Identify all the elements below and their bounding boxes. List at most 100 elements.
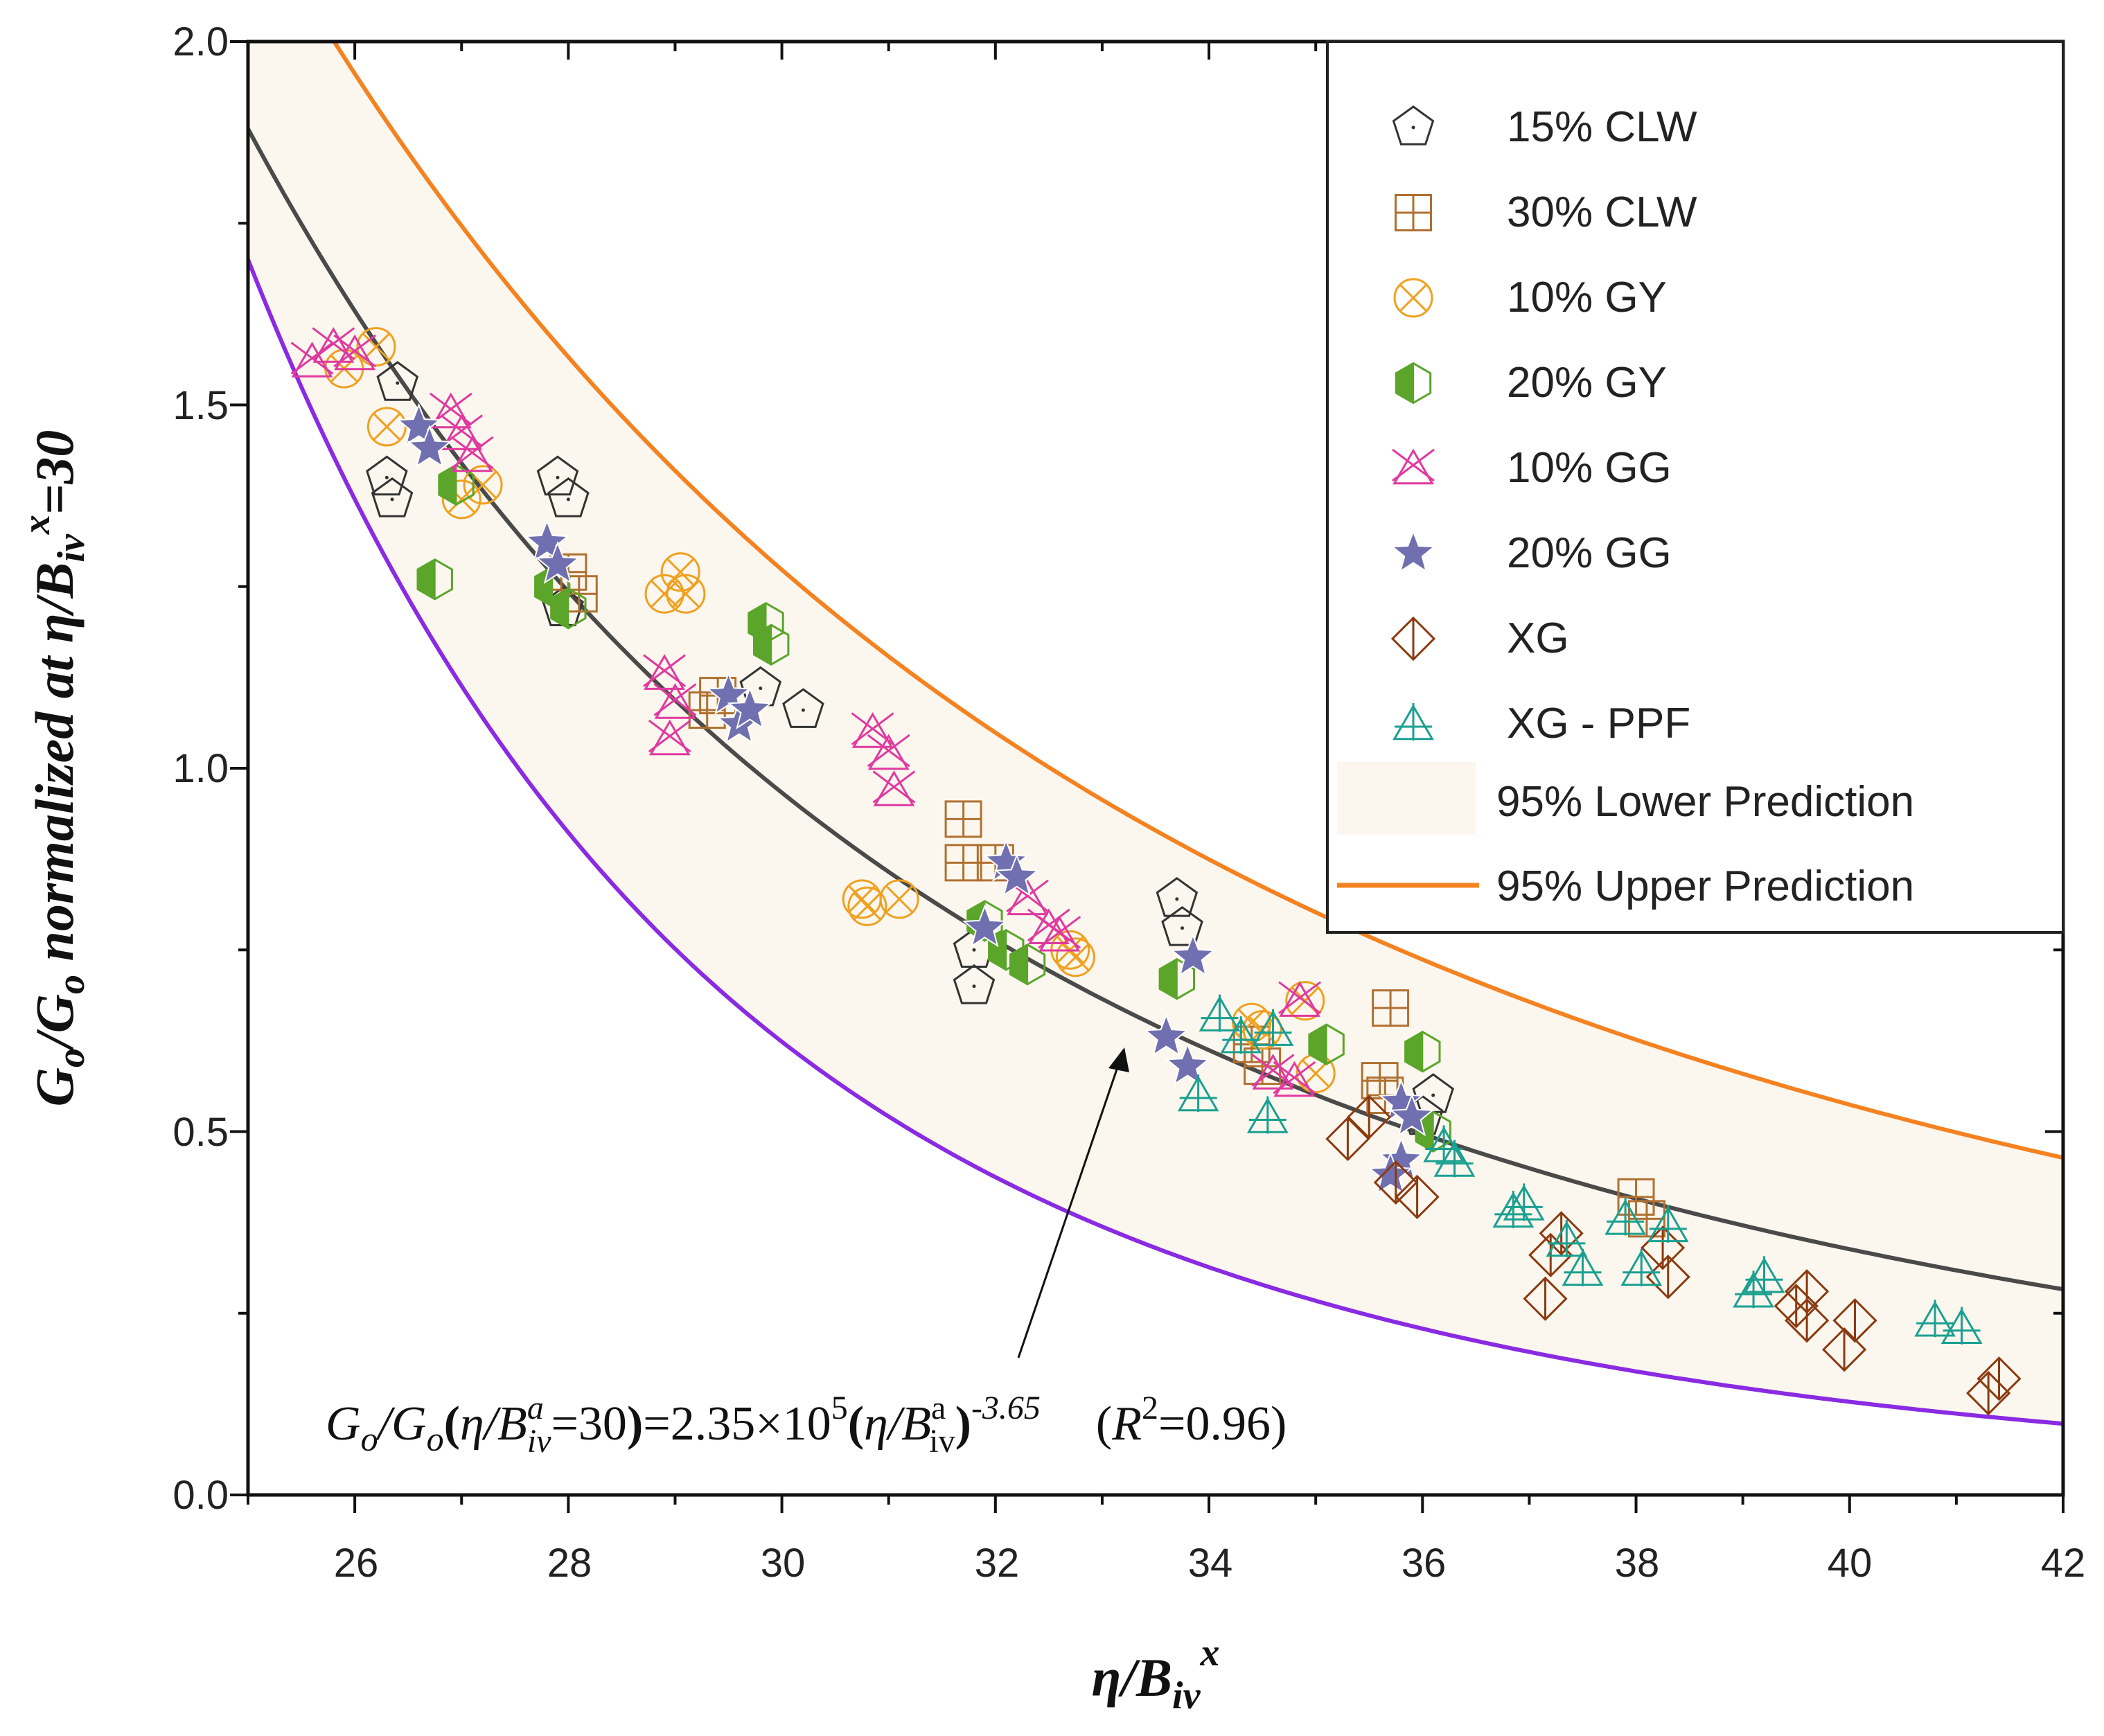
eq-sub: iv <box>527 1423 551 1460</box>
legend-markers <box>1390 105 1436 741</box>
data-point <box>1784 1298 1830 1343</box>
upper-prediction-curve <box>331 42 2063 1160</box>
data-point <box>1433 1140 1476 1178</box>
data-point <box>1523 1276 1568 1321</box>
data-point <box>1156 876 1199 917</box>
legend-label: 10% GY <box>1507 274 1667 321</box>
y-axis-title-sub: o <box>50 975 93 994</box>
eq-sup: 5 <box>831 1390 848 1426</box>
y-axis-title-sup: x <box>15 515 58 535</box>
data-point <box>1617 1178 1655 1216</box>
data-point <box>547 477 590 517</box>
legend-marker <box>1390 616 1436 662</box>
data-point <box>1273 1061 1316 1097</box>
y-axis-title-tail: =30 <box>24 430 85 515</box>
data-point <box>847 886 887 926</box>
y-tick-labels: 0.0 0.5 1.0 1.5 2.0 <box>173 19 229 1518</box>
data-point <box>450 436 494 472</box>
y-tick-label: 2.0 <box>173 19 229 64</box>
data-point <box>1347 1095 1392 1140</box>
x-axis-title-sub: iv <box>1172 1674 1201 1717</box>
data-point <box>1246 1096 1289 1134</box>
data-point <box>643 654 686 690</box>
legend-marker <box>1390 529 1436 573</box>
y-tick-label: 0.0 <box>173 1473 229 1518</box>
data-point <box>1009 943 1046 986</box>
x-tick-label: 40 <box>1828 1541 1873 1586</box>
data-point <box>953 964 996 1004</box>
y-axis-title-sub: iv <box>50 533 93 563</box>
data-point <box>1914 1300 1956 1338</box>
data-point <box>782 688 824 728</box>
prediction-band <box>248 42 2063 1424</box>
x-axis-title-sup: x <box>1199 1631 1219 1674</box>
data-point <box>396 402 442 446</box>
y-tick-label: 1.5 <box>173 383 229 428</box>
data-point <box>371 477 414 517</box>
x-tick-label: 36 <box>1402 1541 1447 1586</box>
data-point <box>1368 1151 1413 1195</box>
data-point <box>1220 1016 1262 1054</box>
data-point <box>535 541 581 585</box>
x-tick-label: 42 <box>2041 1541 2086 1586</box>
x-tick-label: 34 <box>1188 1541 1233 1586</box>
data-point <box>644 574 684 614</box>
data-point <box>962 904 1008 948</box>
y-axis-title-main: G <box>24 1068 85 1106</box>
data-point <box>1774 1284 1819 1329</box>
data-point <box>416 558 453 601</box>
data-point <box>407 425 452 468</box>
x-tick-labels: 26 28 30 32 34 36 38 40 42 <box>334 1541 2086 1586</box>
data-point <box>1395 1174 1440 1220</box>
data-point <box>550 587 587 630</box>
data-point <box>653 683 697 719</box>
eq-paren: ( <box>848 1397 864 1451</box>
data-point <box>1647 1205 1689 1243</box>
eq-sub: o <box>427 1419 444 1458</box>
data-point <box>312 327 355 363</box>
data-point <box>524 519 570 563</box>
data-point <box>1965 1370 2011 1416</box>
data-point <box>1161 905 1203 946</box>
data-point <box>1170 933 1216 977</box>
y-axis-title-rest: normalized at η/B <box>24 563 85 975</box>
data-point <box>705 671 752 715</box>
fit-equation: Go/Go(η/Ba iv=30)=2.35×105(η/Ba iv)-3.65 (R… <box>326 1390 1287 1460</box>
eq-sup: a <box>527 1390 544 1426</box>
legend-label: 30% CLW <box>1507 188 1697 236</box>
eq-part: η/B <box>864 1397 931 1451</box>
data-point <box>648 719 691 756</box>
data-point <box>1620 1248 1663 1286</box>
data-point <box>666 574 706 614</box>
data-point <box>1325 1116 1370 1162</box>
data-point <box>376 361 419 401</box>
data-point <box>356 327 396 367</box>
eq-sup: -3.65 <box>971 1390 1041 1426</box>
eq-paren: ) <box>955 1397 971 1451</box>
data-point <box>727 686 772 729</box>
data-point <box>1941 1307 1983 1345</box>
x-tick-label: 32 <box>975 1541 1020 1586</box>
legend-marker <box>1395 194 1432 231</box>
eq-part: /G <box>375 1397 427 1451</box>
data-point <box>994 853 1040 897</box>
legend-marker <box>1392 448 1435 485</box>
legend-marker <box>1395 362 1432 405</box>
x-tick-label: 30 <box>761 1541 806 1586</box>
legend-label: XG <box>1507 614 1569 662</box>
eq-sub: iv <box>929 1423 955 1460</box>
data-point <box>333 334 377 371</box>
legend-band-swatch <box>1337 762 1476 835</box>
y-axis-title: Go/Go normalized at η/Bivx=30 <box>15 430 93 1107</box>
data-point <box>1038 915 1081 952</box>
legend-label: XG - PPF <box>1507 700 1690 747</box>
legend-marker <box>1393 703 1434 741</box>
data-point <box>879 879 919 919</box>
data-point <box>1199 994 1241 1032</box>
legend: 15% CLW 30% CLW 10% GY 20% GY 10% GG 20%… <box>1326 40 2065 934</box>
eq-part: η/B <box>460 1397 527 1451</box>
data-point <box>1177 1074 1219 1113</box>
data-point <box>1308 1023 1345 1065</box>
data-point <box>1546 1219 1588 1257</box>
